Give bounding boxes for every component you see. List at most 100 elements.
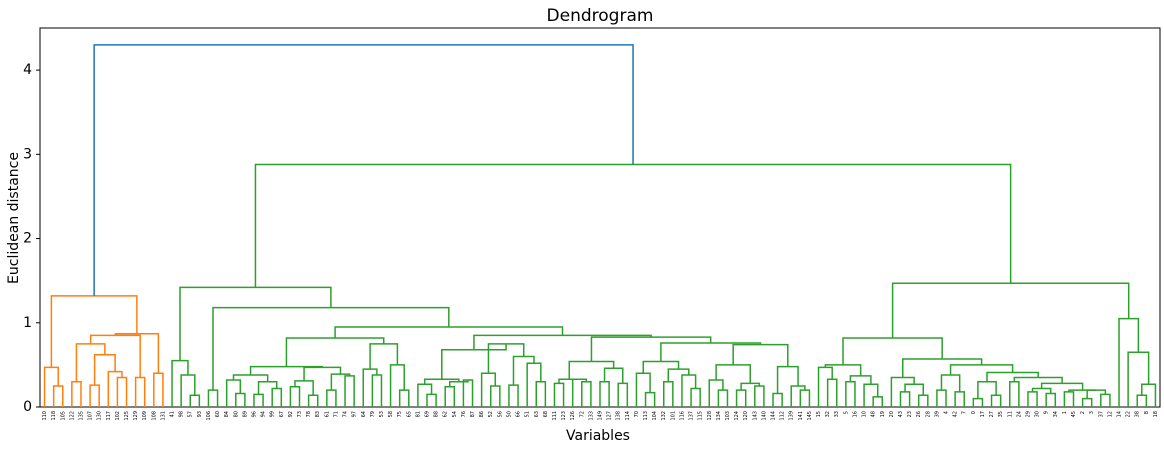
link <box>1081 397 1093 407</box>
leaf-label: 1 <box>1062 411 1068 414</box>
leaf-label: 81 <box>415 411 421 417</box>
link <box>417 383 433 407</box>
leaf-label: 145 <box>807 411 813 421</box>
leaf-label: 127 <box>607 411 613 421</box>
leaf-label: 56 <box>497 411 503 417</box>
link <box>904 383 925 396</box>
leaf-label: 74 <box>343 411 349 417</box>
leaf-label: 61 <box>324 411 330 417</box>
leaf-label: 15 <box>816 411 822 417</box>
leaf-label: 108 <box>151 411 157 421</box>
leaf-label: 5 <box>843 411 849 414</box>
link <box>50 295 138 368</box>
leaf-label: 22 <box>1126 411 1132 417</box>
link <box>1009 380 1020 407</box>
leaf-label: 132 <box>661 411 667 421</box>
leaf-label: 79 <box>370 411 376 417</box>
leaf-label: 125 <box>124 411 130 421</box>
leaf-label: 115 <box>698 411 704 421</box>
leaf-label: 76 <box>461 411 467 417</box>
leaf-label: 94 <box>261 411 267 417</box>
leaf-label: 37 <box>1098 411 1104 417</box>
link <box>872 396 884 407</box>
link <box>444 386 456 407</box>
link <box>1027 391 1038 407</box>
leaf-label: 69 <box>424 411 430 417</box>
link <box>307 394 319 407</box>
link <box>93 44 634 296</box>
leaf-label: 117 <box>106 411 112 421</box>
leaf-label: 8 <box>1144 411 1150 414</box>
leaf-label: 63 <box>534 411 540 417</box>
leaf-label: 102 <box>115 411 121 421</box>
link <box>715 364 751 384</box>
link <box>153 372 164 407</box>
link <box>344 375 355 407</box>
leaf-label: 141 <box>798 411 804 421</box>
link <box>423 378 460 385</box>
leaf-label: 70 <box>634 411 640 417</box>
link <box>289 386 301 407</box>
leaf-label: 62 <box>443 411 449 417</box>
link <box>52 385 64 407</box>
leaf-label: 3 <box>1089 411 1095 414</box>
leaf-label: 98 <box>179 411 185 417</box>
link <box>1013 376 1063 384</box>
y-tick-label: 0 <box>23 399 32 415</box>
leaf-label: 111 <box>552 411 558 421</box>
leaf-label: 113 <box>643 411 649 421</box>
leaf-label: 126 <box>570 411 576 421</box>
link <box>662 380 674 407</box>
link <box>371 374 383 407</box>
chart-title: Dendrogram <box>547 6 654 26</box>
leaf-label: 138 <box>616 411 622 421</box>
link <box>599 380 610 407</box>
leaf-label: 84 <box>224 411 230 417</box>
link <box>93 354 116 386</box>
link <box>845 380 856 407</box>
link <box>294 380 314 396</box>
leaf-label: 71 <box>333 411 339 417</box>
link <box>735 389 747 407</box>
leaf-label: 129 <box>133 411 139 421</box>
leaf-label: 38 <box>1135 411 1141 417</box>
leaf-label: 135 <box>78 411 84 421</box>
leaf-label: 34 <box>1053 411 1059 417</box>
link <box>326 389 337 407</box>
plot-frame <box>39 27 1161 408</box>
link <box>480 372 497 407</box>
link <box>232 374 269 382</box>
leaf-label: 43 <box>898 411 904 417</box>
link <box>754 385 765 407</box>
leaf-label: 143 <box>752 411 758 421</box>
leaf-label: 27 <box>989 411 995 417</box>
leaf-label: 118 <box>51 411 57 421</box>
link <box>1127 351 1150 407</box>
link <box>398 389 410 407</box>
link <box>917 394 929 407</box>
link <box>1068 389 1097 392</box>
leaf-label: 114 <box>625 411 631 421</box>
leaf-label: 101 <box>670 411 676 421</box>
leaf-label: 96 <box>251 411 257 417</box>
link <box>43 366 59 407</box>
leaf-label: 45 <box>1071 411 1077 417</box>
leaf-label: 52 <box>488 411 494 417</box>
link <box>254 163 1012 288</box>
link <box>891 282 1130 338</box>
link <box>826 378 838 407</box>
link <box>617 382 629 407</box>
leaf-label: 53 <box>379 411 385 417</box>
leaf-label: 140 <box>761 411 767 421</box>
link <box>740 382 761 391</box>
leaf-label: 124 <box>734 411 740 421</box>
link <box>462 379 474 407</box>
leaf-label: 66 <box>516 411 522 417</box>
leaf-label: 139 <box>789 411 795 421</box>
link <box>225 379 242 407</box>
link <box>1031 387 1052 394</box>
leaf-label: 88 <box>434 411 440 417</box>
link <box>986 371 1039 382</box>
y-tick-label: 2 <box>23 231 32 247</box>
link <box>114 332 160 374</box>
